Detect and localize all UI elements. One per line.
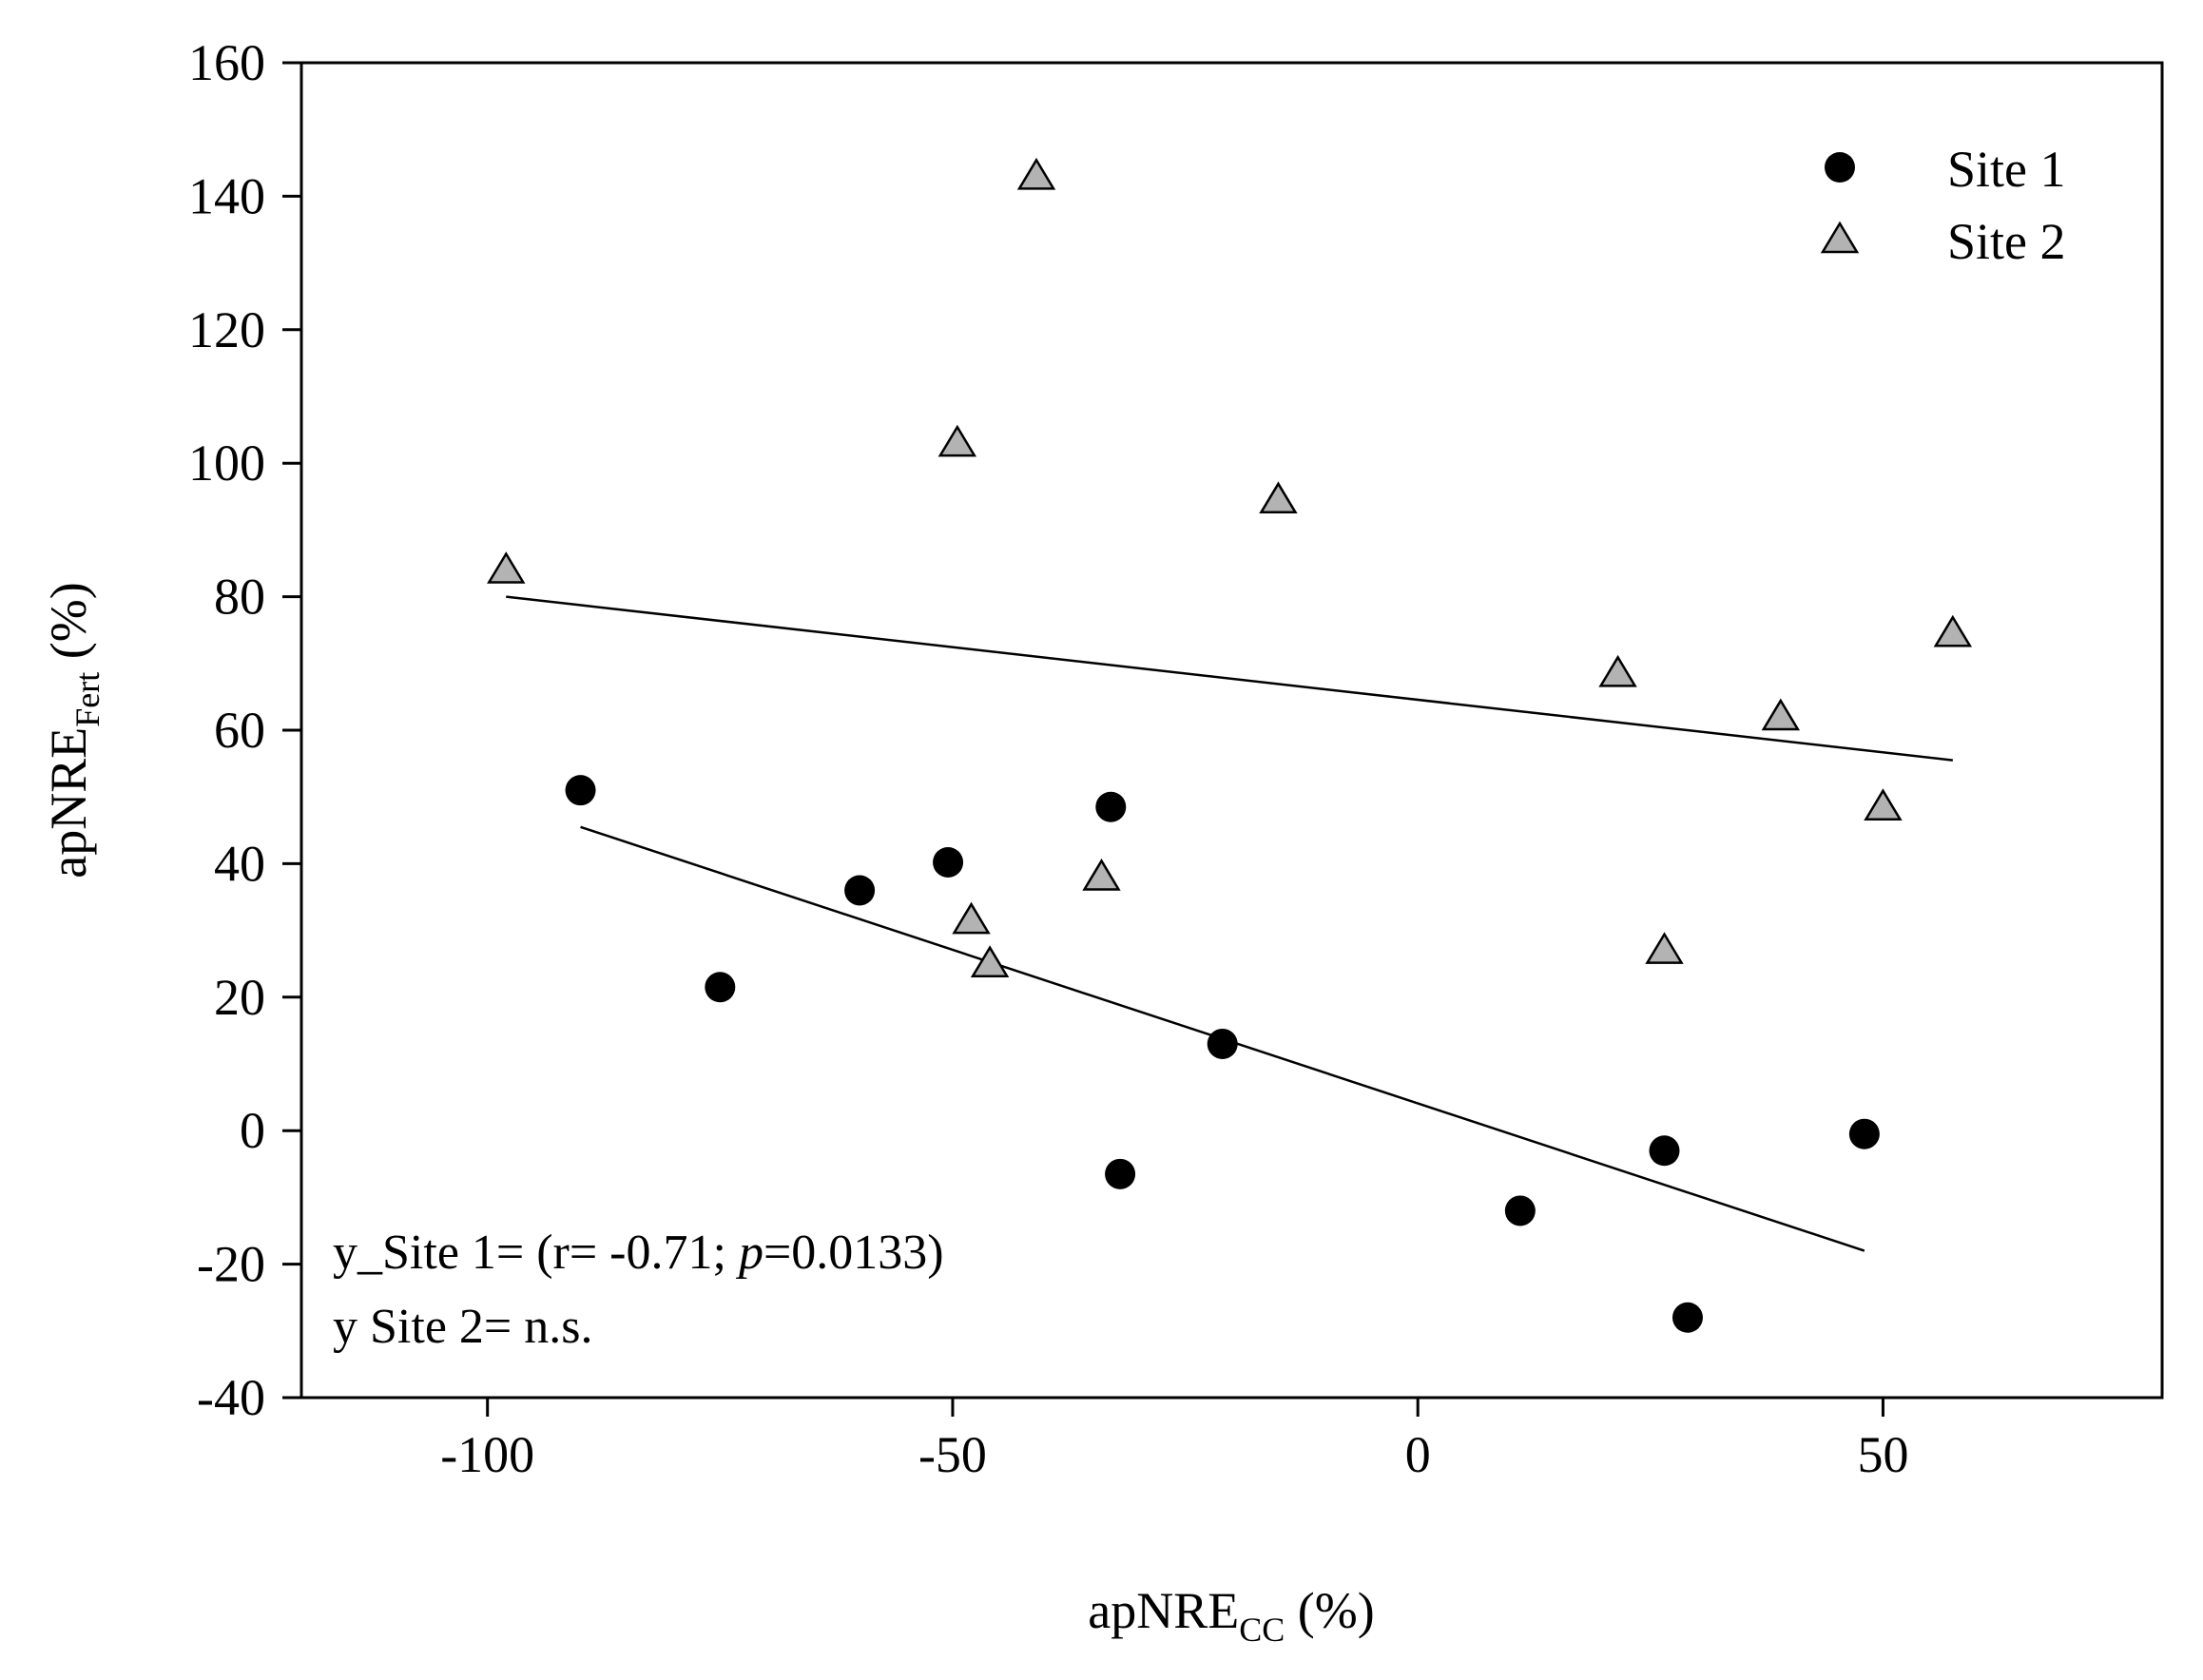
y-tick-label: 120 — [188, 301, 265, 358]
stats-annotation-line-2: y Site 2= n.s. — [333, 1300, 592, 1354]
legend-marker-site-2 — [1820, 221, 1860, 254]
regression-line-site-2 — [506, 595, 1953, 762]
data-point-site-1 — [705, 972, 736, 1003]
data-point-site-1 — [1848, 1118, 1880, 1149]
data-point-site-2 — [1645, 932, 1684, 964]
data-point-site-1 — [1105, 1158, 1136, 1189]
stats-p-label: p — [735, 1226, 763, 1280]
data-point-site-2 — [487, 551, 526, 584]
stats-annotation: y_Site 1= (r= -0.71; p=0.0133) y Site 2=… — [333, 1226, 944, 1354]
y-tick-label: 80 — [214, 569, 265, 626]
data-point-site-1 — [844, 875, 876, 906]
x-tick-label: -100 — [440, 1426, 534, 1483]
data-point-site-2 — [970, 945, 1010, 977]
regression-lines — [506, 595, 1953, 1252]
x-axis-label-sub: CC — [1239, 1611, 1285, 1649]
x-tick-label: -50 — [918, 1426, 987, 1483]
y-axis-label-main: apNRE — [40, 727, 97, 879]
x-axis-label: apNRECC (%) — [1088, 1582, 1374, 1649]
data-point-site-1 — [1672, 1302, 1703, 1333]
x-tick-label: 50 — [1857, 1426, 1908, 1483]
data-point-site-1 — [1504, 1195, 1536, 1226]
data-point-site-2 — [1259, 481, 1298, 514]
data-point-site-1 — [1207, 1028, 1238, 1059]
data-point-site-2 — [1598, 654, 1637, 687]
data-point-site-2 — [1761, 698, 1801, 731]
stats-line-1-suffix: =0.0133) — [763, 1226, 944, 1280]
x-axis-label-main: apNRE — [1088, 1582, 1239, 1639]
data-point-site-1 — [565, 775, 596, 806]
y-tick-label: -40 — [197, 1369, 265, 1426]
legend: Site 1 Site 2 — [1820, 141, 2066, 270]
y-tick-label: 160 — [188, 34, 265, 91]
y-axis-label-sub: Fert — [68, 672, 106, 727]
y-tick-label: 140 — [188, 167, 265, 224]
legend-label-site-2: Site 2 — [1947, 213, 2066, 270]
x-tick-label: 0 — [1405, 1426, 1431, 1483]
data-point-site-2 — [937, 424, 977, 457]
y-tick-label: -20 — [197, 1236, 265, 1293]
data-point-site-2 — [952, 901, 991, 935]
data-point-site-2 — [1016, 157, 1056, 190]
data-point-site-2 — [1864, 788, 1903, 821]
y-tick-label: 60 — [214, 702, 265, 759]
legend-label-site-1: Site 1 — [1947, 141, 2066, 198]
data-point-site-2 — [1933, 614, 1973, 647]
legend-marker-site-1 — [1825, 152, 1855, 183]
x-axis-label-suffix: (%) — [1285, 1582, 1374, 1639]
data-point-site-1 — [1095, 791, 1127, 822]
data-point-site-1 — [1649, 1135, 1680, 1167]
plot-frame — [300, 61, 2164, 1400]
y-axis-label-suffix: (%) — [40, 582, 97, 671]
y-tick-label: 20 — [214, 969, 265, 1026]
y-tick-label: 100 — [188, 434, 265, 492]
data-point-site-2 — [1082, 859, 1121, 891]
y-tick-label: 0 — [240, 1102, 265, 1159]
y-tick-label: 40 — [214, 835, 265, 892]
data-point-site-1 — [933, 846, 964, 878]
stats-annotation-line-1: y_Site 1= (r= -0.71; p=0.0133) — [333, 1226, 944, 1280]
data-points — [487, 157, 1973, 1333]
axis-ticks: -40 -20 0 20 40 60 80 100 120 140 160 -100 -50 0 50 — [188, 34, 1908, 1483]
y-axis-label: apNREFert (%) — [40, 582, 106, 878]
stats-line-1-prefix: y_Site 1= (r= -0.71; — [333, 1226, 739, 1280]
